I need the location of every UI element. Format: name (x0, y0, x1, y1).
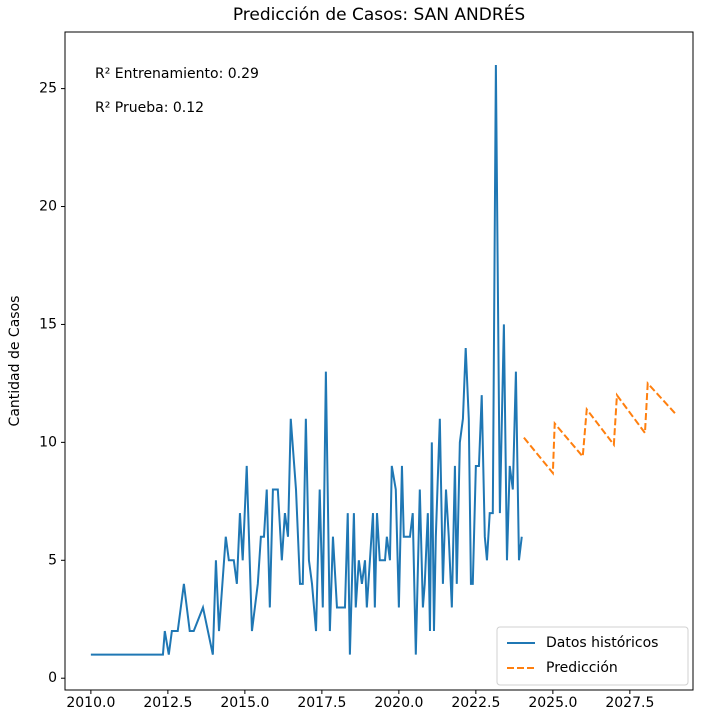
annotation: R² Prueba: 0.12 (95, 100, 204, 116)
x-tick-label: 2010.0 (66, 695, 115, 711)
x-tick-label: 2020.0 (374, 695, 423, 711)
y-tick-label: 0 (48, 670, 57, 686)
x-tick-label: 2012.5 (143, 695, 192, 711)
series-line (523, 380, 677, 476)
x-tick-label: 2025.0 (528, 695, 577, 711)
y-axis-label: Cantidad de Casos (7, 296, 23, 427)
x-tick-label: 2017.5 (297, 695, 346, 711)
legend-label: Datos históricos (546, 635, 658, 651)
y-tick-label: 20 (39, 199, 57, 215)
x-tick-label: 2022.5 (451, 695, 500, 711)
annotation: R² Entrenamiento: 0.29 (95, 66, 259, 82)
legend-label: Predicción (546, 660, 618, 676)
y-tick-label: 25 (39, 81, 57, 97)
chart-title: Predicción de Casos: SAN ANDRÉS (233, 3, 525, 25)
x-tick-label: 2027.5 (605, 695, 654, 711)
x-tick-label: 2015.0 (220, 695, 269, 711)
y-tick-label: 15 (39, 316, 57, 332)
plot-frame (64, 31, 694, 691)
y-tick-label: 10 (39, 434, 57, 450)
y-tick-label: 5 (48, 552, 57, 568)
series-line (90, 65, 523, 656)
legend-box (496, 626, 689, 686)
